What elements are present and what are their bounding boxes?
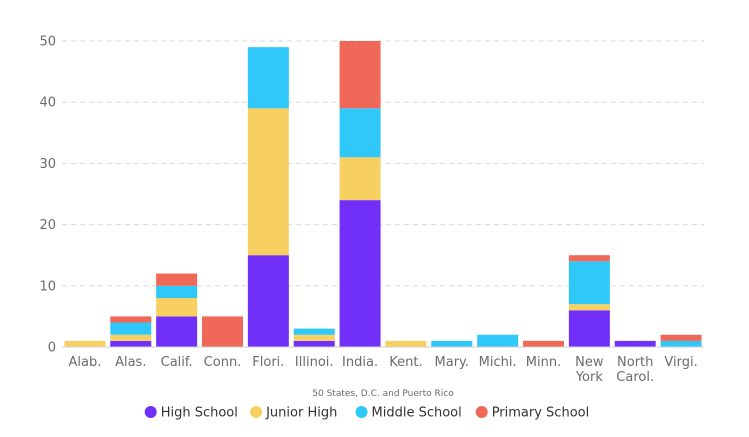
legend-item: Primary School: [475, 406, 590, 421]
gridlines: [62, 40, 704, 287]
x-tick-label-line: Alas.: [115, 355, 146, 370]
y-tick-label: 10: [39, 279, 56, 294]
bar-high-school: [568, 310, 610, 347]
x-tick-label: North Carol.: [616, 355, 654, 385]
bar-junior-high: [156, 298, 198, 317]
y-tick-label: 0: [48, 341, 56, 356]
bar-middle-school: [477, 334, 519, 347]
bar-high-school: [339, 200, 381, 347]
x-tick-label: Flori.: [252, 355, 284, 370]
legend-marker: [144, 406, 157, 418]
bar-middle-school: [568, 261, 610, 305]
bar-junior-high: [293, 334, 335, 341]
x-tick-label: Illinoi.: [295, 355, 334, 370]
bar-middle-school: [293, 328, 335, 335]
bar-junior-high: [110, 334, 152, 341]
x-tick-label: Kent.: [389, 355, 422, 370]
x-tick-label: Michi.: [479, 355, 517, 370]
legend-item: High School: [144, 406, 238, 421]
legend-marker: [475, 406, 488, 418]
legend-label: Junior High: [265, 406, 337, 421]
bars: [64, 41, 702, 347]
x-tick-label-line: Calif.: [161, 355, 193, 370]
bar-primary-school: [523, 340, 564, 347]
bar-middle-school: [247, 47, 289, 109]
legend-label: Middle School: [372, 406, 462, 421]
y-tick-label: 40: [39, 96, 56, 111]
x-tick-label: India.: [342, 355, 378, 370]
bar-junior-high: [385, 340, 427, 347]
x-tick-label-line: North: [617, 355, 653, 370]
bar-middle-school: [339, 108, 381, 158]
x-tick-label: Calif.: [161, 355, 193, 370]
x-tick-label-line: Minn.: [526, 355, 561, 370]
legend: High School Junior High Middle School Prima…: [144, 406, 590, 421]
x-tick-label-line: India.: [342, 355, 378, 370]
bar-junior-high: [64, 340, 106, 347]
x-tick-label-line: New: [575, 355, 604, 370]
x-tick-label-line: Kent.: [389, 355, 422, 370]
legend-label: Primary School: [492, 406, 590, 421]
x-tick-label-line: Conn.: [204, 355, 242, 370]
bar-high-school: [156, 316, 198, 347]
bar-primary-school: [156, 273, 198, 286]
axes: 0 10 20 30 40 50 Alab. Alas. Calif. Conn. Flori. Il…: [39, 35, 704, 399]
x-tick-label-line: York: [575, 370, 604, 385]
bar-primary-school: [202, 316, 243, 347]
legend-marker: [355, 406, 368, 418]
x-tick-label: New York: [575, 355, 604, 385]
x-tick-label: Virgi.: [664, 355, 697, 370]
bar-high-school: [614, 340, 656, 347]
x-tick-label: Alas.: [115, 355, 146, 370]
x-tick-label: Minn.: [526, 355, 561, 370]
y-tick-label: 50: [39, 35, 56, 50]
bar-junior-high: [339, 157, 381, 201]
bar-junior-high: [247, 108, 289, 256]
bar-high-school: [247, 255, 289, 347]
bar-primary-school: [110, 316, 152, 323]
bar-primary-school: [568, 255, 610, 262]
x-tick-label: Mary.: [435, 355, 470, 370]
legend-item: Middle School: [355, 406, 462, 421]
x-tick-label-line: Carol.: [616, 370, 654, 385]
bar-high-school: [110, 340, 152, 347]
legend-item: Junior High: [250, 406, 337, 421]
legend-label: High School: [161, 406, 238, 421]
x-tick-label: Alab.: [68, 355, 101, 370]
x-tick-label-line: Alab.: [68, 355, 101, 370]
bar-junior-high: [568, 304, 610, 311]
x-tick-label-line: Virgi.: [664, 355, 697, 370]
bar-primary-school: [660, 334, 702, 341]
x-tick-label-line: Flori.: [252, 355, 284, 370]
x-tick-label-line: Illinoi.: [295, 355, 334, 370]
bar-middle-school: [431, 340, 473, 347]
bar-middle-school: [660, 340, 702, 347]
x-tick-label: Conn.: [204, 355, 242, 370]
x-tick-label-line: Michi.: [479, 355, 517, 370]
bar-middle-school: [156, 285, 198, 299]
bar-high-school: [293, 340, 335, 347]
x-tick-label-line: Mary.: [435, 355, 470, 370]
bar-middle-school: [110, 322, 152, 335]
y-tick-label: 20: [39, 218, 56, 233]
x-axis-title: 50 States, D.C. and Puerto Rico: [312, 389, 454, 399]
y-tick-label: 30: [39, 157, 56, 172]
bar-primary-school: [339, 41, 381, 109]
legend-marker: [250, 406, 263, 418]
